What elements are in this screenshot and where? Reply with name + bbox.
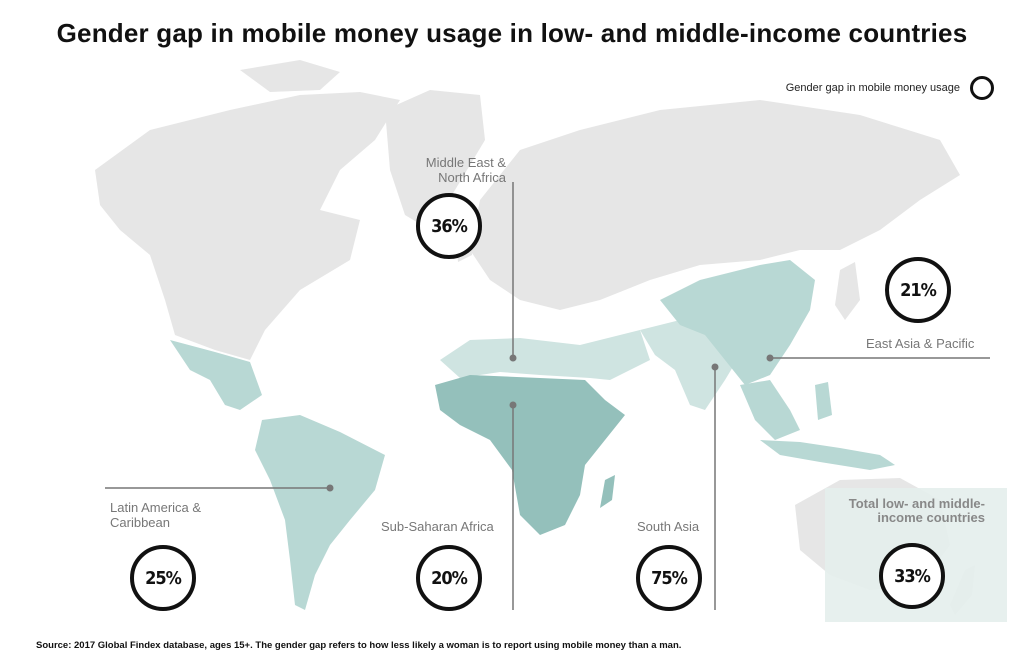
leader-lines xyxy=(105,182,990,610)
east-asia-region xyxy=(660,260,815,385)
ssa-value-ring: 20% xyxy=(416,545,482,611)
eurasia-north xyxy=(470,100,960,310)
south-asia-value-ring: 75% xyxy=(636,545,702,611)
leader-dots xyxy=(326,354,774,492)
latam-label: Latin America & Caribbean xyxy=(110,500,202,530)
total-value-ring: 33% xyxy=(879,543,945,609)
legend: Gender gap in mobile money usage xyxy=(786,72,994,104)
highlighted-regions xyxy=(170,260,895,610)
latam-dot xyxy=(326,484,334,492)
philippines-region xyxy=(815,382,832,420)
north-america xyxy=(95,92,400,360)
south-america-region xyxy=(255,415,385,610)
ssa-dot xyxy=(509,401,517,409)
latin-america-region xyxy=(170,340,262,410)
ssa-label: Sub-Saharan Africa xyxy=(381,519,494,534)
madagascar xyxy=(600,475,615,508)
mena-region xyxy=(440,330,650,380)
ring-icon xyxy=(970,76,994,100)
south-asia-dot xyxy=(711,363,719,371)
southeast-asia-region xyxy=(740,380,800,440)
mena-value-ring: 36% xyxy=(416,193,482,259)
page-title: Gender gap in mobile money usage in low-… xyxy=(56,18,968,48)
source-note: Source: 2017 Global Findex database, age… xyxy=(36,640,682,651)
legend-label: Gender gap in mobile money usage xyxy=(785,82,960,94)
indonesia-region xyxy=(760,440,895,470)
scandinavia xyxy=(510,150,560,210)
east-asia-label: East Asia & Pacific xyxy=(866,336,975,351)
mena-label: Middle East & North Africa xyxy=(425,155,506,185)
total-label: Total low- and middle- income countries xyxy=(848,496,985,525)
japan xyxy=(835,262,860,320)
east-asia-dot xyxy=(766,354,774,362)
latam-value-ring: 25% xyxy=(130,545,196,611)
canadian-arctic xyxy=(240,60,380,128)
east-asia-value-ring: 21% xyxy=(885,257,951,323)
south-asia-label: South Asia xyxy=(637,519,700,534)
mena-dot xyxy=(509,354,517,362)
greenland xyxy=(385,90,485,230)
ssa-region xyxy=(435,375,625,535)
